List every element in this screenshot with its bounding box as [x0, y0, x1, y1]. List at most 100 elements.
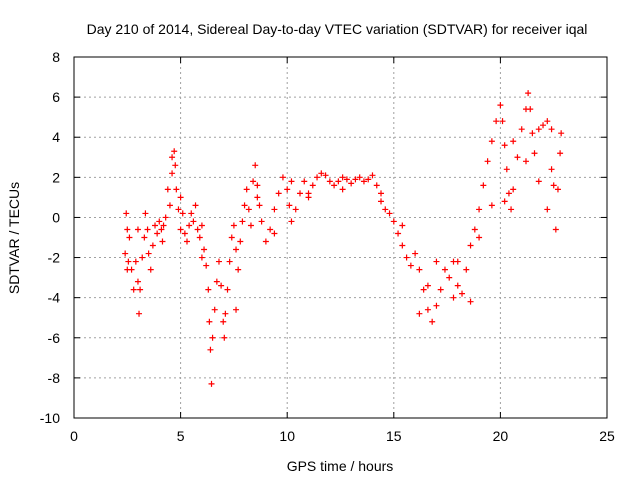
- data-point: [247, 222, 254, 229]
- data-point: [173, 186, 180, 193]
- data-point: [288, 218, 295, 225]
- data-point: [235, 266, 242, 273]
- data-point: [169, 170, 176, 177]
- data-point: [339, 186, 346, 193]
- data-point: [190, 218, 197, 225]
- data-point: [136, 310, 143, 317]
- data-point: [339, 174, 346, 181]
- data-point: [314, 174, 321, 181]
- data-point: [271, 230, 278, 237]
- data-point: [152, 222, 159, 229]
- data-point: [207, 346, 214, 353]
- data-point: [262, 238, 269, 245]
- data-point: [172, 162, 179, 169]
- data-point: [548, 166, 555, 173]
- data-point: [126, 234, 133, 241]
- data-point: [378, 190, 385, 197]
- chart-title: Day 210 of 2014, Sidereal Day-to-day VTE…: [87, 21, 588, 37]
- y-tick-label: -6: [48, 330, 61, 346]
- data-point: [343, 176, 350, 183]
- data-point: [130, 286, 137, 293]
- data-point: [134, 278, 141, 285]
- data-point: [186, 222, 193, 229]
- data-point: [252, 162, 259, 169]
- data-point: [369, 172, 376, 179]
- data-point: [450, 294, 457, 301]
- data-point: [159, 238, 166, 245]
- data-point: [471, 226, 478, 233]
- data-point: [527, 106, 534, 113]
- x-tick-label: 25: [599, 428, 615, 444]
- data-point: [134, 226, 141, 233]
- data-point: [529, 130, 536, 137]
- data-point: [201, 246, 208, 253]
- data-point: [510, 138, 517, 145]
- data-point: [206, 318, 213, 325]
- data-point: [237, 238, 244, 245]
- data-point: [446, 274, 453, 281]
- data-point: [233, 246, 240, 253]
- y-tick-label: 8: [52, 49, 60, 65]
- data-point: [158, 226, 165, 233]
- data-point: [198, 254, 205, 261]
- data-point: [220, 318, 227, 325]
- data-point: [454, 258, 461, 265]
- data-point: [241, 202, 248, 209]
- data-point: [535, 178, 542, 185]
- data-point: [382, 206, 389, 213]
- data-point: [203, 262, 210, 269]
- data-point: [177, 194, 184, 201]
- data-point: [275, 190, 282, 197]
- data-point: [437, 286, 444, 293]
- y-tick-label: 6: [52, 89, 60, 105]
- data-point: [493, 118, 500, 125]
- data-point: [142, 210, 149, 217]
- data-point: [271, 206, 278, 213]
- data-point: [416, 266, 423, 273]
- data-point: [254, 182, 261, 189]
- data-point: [166, 202, 173, 209]
- data-point: [218, 282, 225, 289]
- data-point: [550, 182, 557, 189]
- data-point: [224, 286, 231, 293]
- data-point: [188, 210, 195, 217]
- data-point: [356, 174, 363, 181]
- data-point: [318, 170, 325, 177]
- data-point: [548, 126, 555, 133]
- data-point: [160, 222, 167, 229]
- x-tick-label: 20: [493, 428, 509, 444]
- data-point: [554, 186, 561, 193]
- data-point: [540, 122, 547, 129]
- data-point: [544, 206, 551, 213]
- data-point: [301, 178, 308, 185]
- data-point: [137, 286, 144, 293]
- data-point: [245, 206, 252, 213]
- data-point: [480, 182, 487, 189]
- data-point: [124, 226, 131, 233]
- data-point: [288, 178, 295, 185]
- data-point: [503, 166, 510, 173]
- data-point: [209, 334, 216, 341]
- data-point: [309, 182, 316, 189]
- data-point: [164, 186, 171, 193]
- data-point: [192, 202, 199, 209]
- data-point: [522, 158, 529, 165]
- data-point: [497, 102, 504, 109]
- data-point: [179, 210, 186, 217]
- y-tick-label: -10: [40, 410, 60, 426]
- data-point: [175, 206, 182, 213]
- data-point: [373, 182, 380, 189]
- data-point: [501, 142, 508, 149]
- data-point: [352, 176, 359, 183]
- data-point: [348, 180, 355, 187]
- data-point: [156, 218, 163, 225]
- data-point: [518, 126, 525, 133]
- data-point: [467, 242, 474, 249]
- data-point: [463, 266, 470, 273]
- data-point: [476, 234, 483, 241]
- data-points: [122, 90, 565, 387]
- data-point: [233, 306, 240, 313]
- data-point: [424, 306, 431, 313]
- data-point: [416, 310, 423, 317]
